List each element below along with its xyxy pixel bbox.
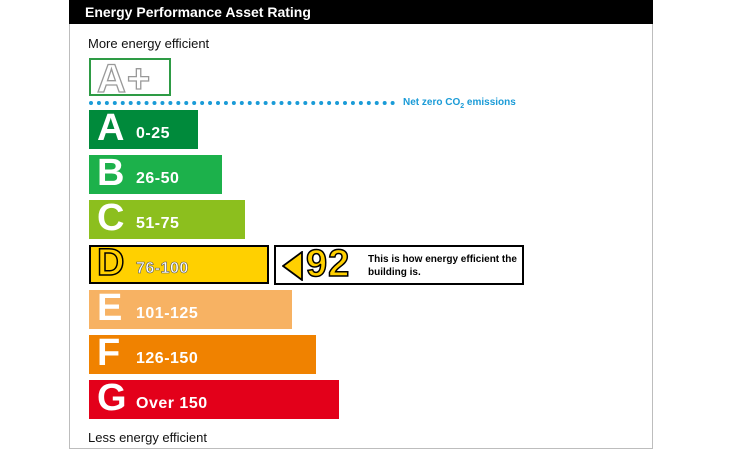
band-g-letter: G [97, 377, 127, 419]
band-f-letter: F [97, 332, 121, 374]
band-f-range: 126-150 [136, 350, 199, 367]
net-zero-suffix: emissions [464, 97, 516, 108]
score-message: This is how energy efficient the buildin… [368, 254, 517, 278]
band-e-range: 101-125 [136, 305, 199, 322]
band-b-range: 26-50 [136, 170, 180, 187]
pointer-arrow-icon [282, 251, 303, 281]
score-pointer: 92 This is how energy efficient the buil… [274, 242, 524, 286]
band-b: B 26-50 [89, 152, 222, 194]
band-c-range: 51-75 [136, 215, 180, 232]
less-efficient-label: Less energy efficient [88, 430, 207, 445]
band-e: E 101-125 [89, 287, 292, 329]
net-zero-line [89, 101, 395, 105]
chart-title: Energy Performance Asset Rating [69, 0, 653, 24]
aplus-label: A+ [96, 56, 152, 101]
band-e-letter: E [97, 287, 123, 329]
band-a-range: 0-25 [136, 125, 171, 142]
band-d-letter: D [96, 241, 125, 285]
band-g-range: Over 150 [136, 395, 208, 412]
band-d-range: 76-100 [136, 260, 189, 278]
net-zero-subscript: 2 [460, 103, 465, 110]
band-a-letter: A [97, 107, 125, 149]
band-f: F 126-150 [89, 332, 316, 374]
band-a: A 0-25 [89, 107, 198, 149]
score-value: 92 [305, 242, 351, 286]
band-g: G Over 150 [89, 377, 339, 419]
band-c: C 51-75 [89, 197, 245, 239]
rating-frame [69, 0, 653, 449]
band-c-letter: C [97, 197, 125, 239]
net-zero-prefix: Net zero CO [403, 97, 461, 108]
net-zero-label: Net zero CO2 emissions [403, 97, 516, 110]
band-b-letter: B [97, 152, 125, 194]
band-d: D 76-100 [89, 241, 269, 285]
aplus-band: A+ [89, 56, 171, 102]
more-efficient-label: More energy efficient [88, 36, 210, 51]
